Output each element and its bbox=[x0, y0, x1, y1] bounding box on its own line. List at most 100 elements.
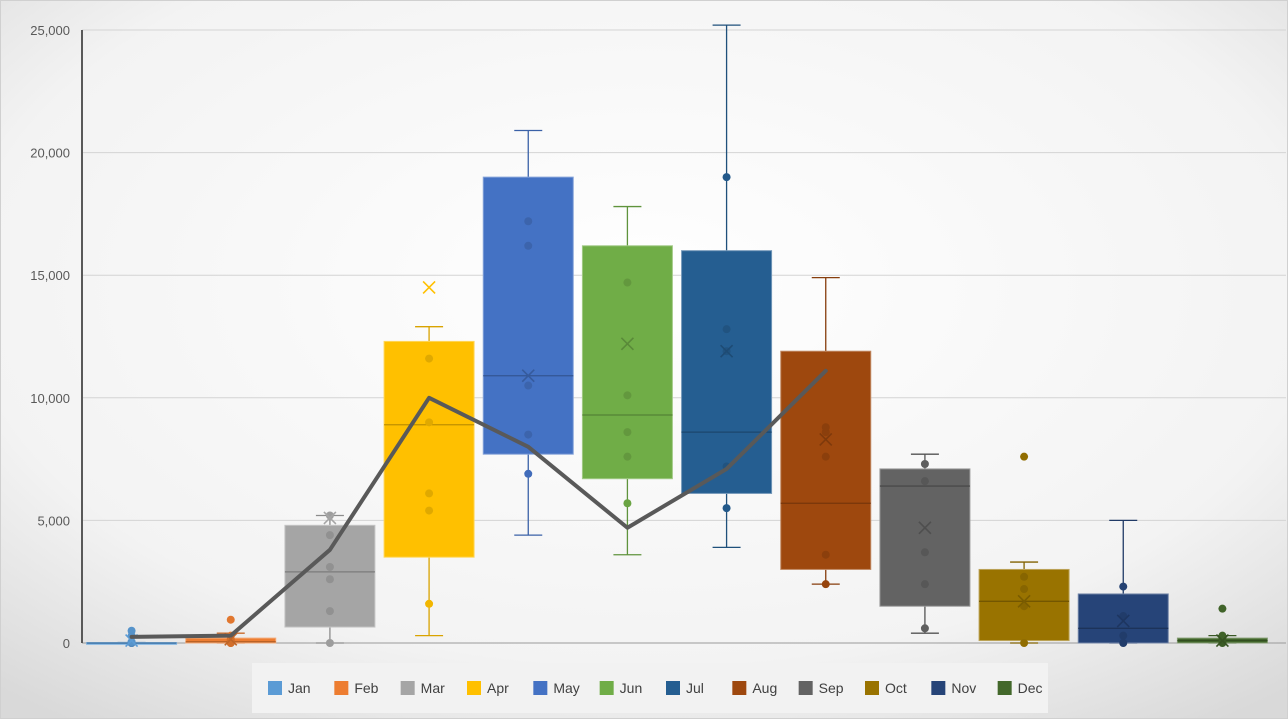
trend-line bbox=[129, 368, 828, 639]
data-point bbox=[920, 460, 929, 469]
y-tick-label: 20,000 bbox=[30, 146, 70, 161]
box-sep bbox=[879, 453, 971, 634]
box-jun bbox=[581, 205, 673, 556]
data-point bbox=[325, 562, 334, 571]
legend-label: Mar bbox=[421, 680, 445, 696]
legend-swatch bbox=[599, 681, 614, 695]
box-nov bbox=[1077, 519, 1169, 647]
legend-item-apr: Apr bbox=[467, 680, 509, 696]
y-tick-label: 5,000 bbox=[37, 513, 70, 528]
data-point bbox=[623, 452, 632, 461]
legend-item-dec: Dec bbox=[997, 680, 1043, 696]
mean-marker bbox=[720, 344, 734, 358]
data-point bbox=[623, 278, 632, 287]
data-point bbox=[524, 430, 533, 439]
data-point bbox=[1119, 582, 1128, 591]
data-point bbox=[226, 615, 235, 624]
legend-label: Dec bbox=[1018, 680, 1043, 696]
data-point bbox=[1020, 452, 1029, 461]
legend-swatch bbox=[865, 681, 879, 695]
y-tick-label: 10,000 bbox=[30, 391, 70, 406]
mean-marker bbox=[819, 432, 833, 447]
box-may bbox=[482, 129, 574, 536]
data-point bbox=[524, 217, 533, 226]
legend-item-jan: Jan bbox=[268, 680, 311, 696]
legend-item-aug: Aug bbox=[732, 680, 777, 696]
legend-item-mar: Mar bbox=[400, 680, 445, 696]
legend-item-feb: Feb bbox=[334, 680, 379, 696]
box-body bbox=[383, 340, 475, 558]
mean-marker bbox=[620, 337, 634, 351]
data-point bbox=[1119, 631, 1128, 640]
data-point bbox=[920, 624, 929, 633]
mean-marker bbox=[323, 511, 337, 525]
data-point bbox=[1020, 572, 1029, 581]
legend-swatch bbox=[666, 681, 680, 695]
legend-item-jun: Jun bbox=[599, 680, 643, 696]
legend-swatch bbox=[997, 681, 1012, 695]
legend-swatch bbox=[533, 681, 548, 695]
legend-swatch bbox=[268, 681, 282, 695]
box-aug bbox=[780, 277, 872, 589]
legend-item-jul: Jul bbox=[666, 680, 704, 696]
data-point bbox=[325, 639, 334, 647]
data-point bbox=[325, 511, 334, 520]
data-point bbox=[722, 504, 731, 513]
data-point bbox=[1020, 585, 1029, 594]
data-point bbox=[821, 423, 830, 432]
legend-label: Sep bbox=[819, 680, 844, 696]
legend-label: Oct bbox=[885, 680, 907, 696]
legend-label: Nov bbox=[951, 680, 976, 696]
data-point bbox=[821, 550, 830, 559]
data-point bbox=[425, 354, 434, 363]
box-jan bbox=[86, 626, 178, 648]
mean-marker bbox=[1116, 614, 1130, 628]
mean-marker bbox=[918, 521, 932, 535]
y-axis: 0 5,000 10,000 15,000 20,000 25,000 bbox=[30, 23, 1286, 651]
data-point bbox=[325, 607, 334, 616]
y-tick-label: 0 bbox=[63, 636, 70, 651]
legend-swatch bbox=[732, 681, 747, 695]
legend-item-sep: Sep bbox=[798, 680, 844, 696]
data-point bbox=[425, 506, 434, 515]
data-point bbox=[127, 626, 136, 635]
data-point bbox=[325, 575, 334, 584]
box-body bbox=[681, 250, 773, 494]
data-point bbox=[623, 499, 632, 508]
data-point bbox=[722, 325, 731, 334]
data-point bbox=[1020, 639, 1029, 647]
box-dec bbox=[1176, 604, 1268, 648]
legend-swatch bbox=[334, 681, 349, 695]
data-point bbox=[623, 428, 632, 437]
box-feb bbox=[185, 615, 277, 647]
legend-background bbox=[252, 663, 1048, 713]
trend-line-group bbox=[129, 368, 828, 639]
legend-label: Jul bbox=[686, 680, 704, 696]
data-point bbox=[524, 469, 533, 478]
legend-swatch bbox=[467, 681, 481, 695]
data-point bbox=[821, 580, 830, 589]
legend-swatch bbox=[400, 681, 415, 695]
data-point bbox=[127, 637, 136, 646]
legend-swatch bbox=[931, 681, 946, 695]
data-point bbox=[1119, 639, 1128, 647]
legend-label: Jun bbox=[620, 680, 643, 696]
legend-item-oct: Oct bbox=[865, 680, 907, 696]
y-tick-label: 15,000 bbox=[30, 268, 70, 283]
data-point bbox=[1218, 604, 1227, 613]
legend-label: Jan bbox=[288, 680, 311, 696]
data-point bbox=[821, 452, 830, 461]
mean-marker bbox=[1017, 594, 1031, 608]
data-point bbox=[623, 391, 632, 400]
legend-label: Feb bbox=[354, 680, 378, 696]
mean-marker bbox=[1215, 633, 1229, 648]
data-point bbox=[920, 548, 929, 557]
y-tick-label: 25,000 bbox=[30, 23, 70, 38]
legend-item-may: May bbox=[533, 680, 580, 696]
box-apr bbox=[383, 280, 475, 637]
data-point bbox=[920, 477, 929, 486]
legend-label: Apr bbox=[487, 680, 509, 696]
boxes bbox=[86, 24, 1268, 648]
data-point bbox=[722, 173, 731, 182]
